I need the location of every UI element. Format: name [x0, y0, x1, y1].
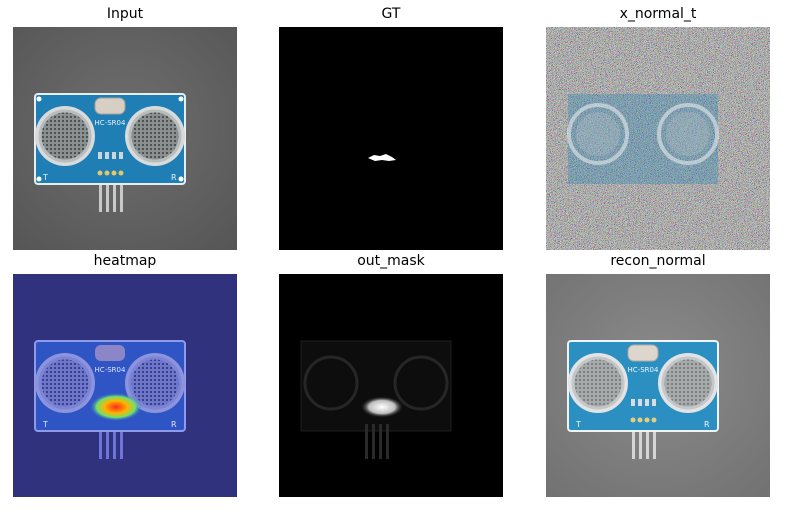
- out-mask-image: [279, 274, 503, 497]
- recon-image: HC-SR04 T R: [546, 274, 770, 497]
- board-model-label: HC-SR04: [628, 366, 659, 374]
- board-model-label: HC-SR04: [95, 366, 126, 374]
- anomaly-hotspot: [90, 393, 142, 421]
- board-r-label: R: [704, 420, 710, 429]
- panel-gt: GT: [279, 6, 503, 250]
- board-t-label: T: [42, 173, 48, 182]
- panel-out-mask: out_mask: [279, 253, 503, 497]
- sensor-pins: [99, 177, 123, 212]
- gt-mask-image: [279, 27, 503, 250]
- panel-title: out_mask: [357, 253, 425, 269]
- panel-input: Input: [13, 6, 237, 250]
- board-r-label: R: [171, 173, 177, 182]
- panel-title: Input: [106, 6, 144, 22]
- panel-title: heatmap: [93, 253, 157, 269]
- sensor-pins: [632, 424, 656, 459]
- input-image: HC-SR04 T R: [13, 27, 237, 250]
- panel-title: recon_normal: [610, 253, 706, 269]
- panel-title: x_normal_t: [619, 6, 697, 22]
- sensor-pins: [99, 424, 123, 459]
- board-r-label: R: [171, 420, 177, 429]
- panel-heatmap: heatmap: [13, 253, 237, 497]
- board-t-label: T: [575, 420, 581, 429]
- panel-title: GT: [381, 6, 401, 22]
- board-t-label: T: [42, 420, 48, 429]
- board-model-label: HC-SR04: [95, 119, 126, 127]
- heatmap-image: HC-SR04 T R: [13, 274, 237, 497]
- panel-recon-normal: recon_normal: [546, 253, 770, 497]
- panel-x-normal-t: x_normal_t: [546, 6, 770, 250]
- noisy-image: [546, 27, 770, 250]
